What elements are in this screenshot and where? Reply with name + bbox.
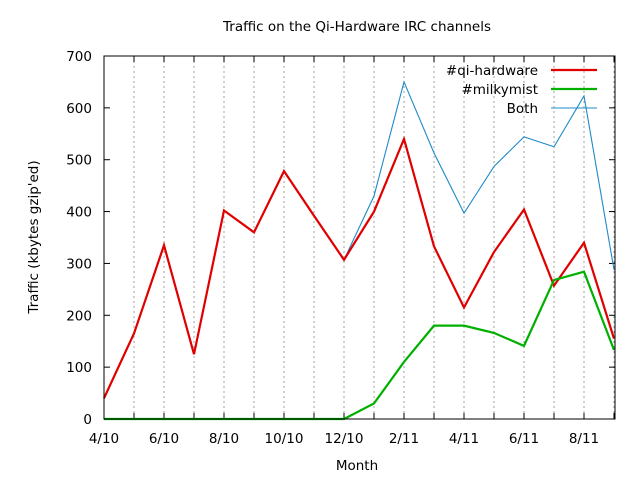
y-axis-ticks: 0 100 200 300 400 500 600 700 — [66, 49, 615, 428]
grid-lines — [133, 56, 615, 419]
chart-title: Traffic on the Qi-Hardware IRC channels — [222, 19, 491, 35]
y-tick-label: 500 — [66, 153, 92, 169]
legend-label: #milkymist — [461, 82, 538, 98]
x-tick-label: 10/10 — [265, 431, 304, 447]
y-tick-label: 300 — [66, 256, 92, 272]
x-tick-label: 6/11 — [509, 431, 539, 447]
x-tick-label: 6/10 — [149, 431, 179, 447]
x-tick-label: 8/10 — [209, 431, 239, 447]
series-line-1 — [103, 135, 616, 399]
y-tick-label: 100 — [66, 360, 92, 376]
y-axis-label: Traffic (kbytes gzip'ed) — [26, 160, 42, 314]
x-tick-label: 12/10 — [325, 431, 364, 447]
y-tick-label: 400 — [66, 205, 92, 221]
x-axis-label: Month — [336, 458, 378, 474]
x-tick-label: 2/11 — [389, 431, 419, 447]
y-tick-label: 600 — [66, 101, 92, 117]
y-tick-label: 200 — [66, 308, 92, 324]
y-tick-label: 0 — [83, 412, 92, 428]
legend-label: #qi-hardware — [446, 63, 538, 79]
legend-label: Both — [507, 101, 538, 117]
plot-frame — [103, 55, 616, 420]
legend: #qi-hardware #milkymist Both — [446, 63, 597, 117]
y-tick-label: 700 — [66, 49, 92, 65]
x-tick-label: 4/10 — [89, 431, 119, 447]
x-tick-label: 4/11 — [449, 431, 479, 447]
x-tick-label: 8/11 — [569, 431, 599, 447]
